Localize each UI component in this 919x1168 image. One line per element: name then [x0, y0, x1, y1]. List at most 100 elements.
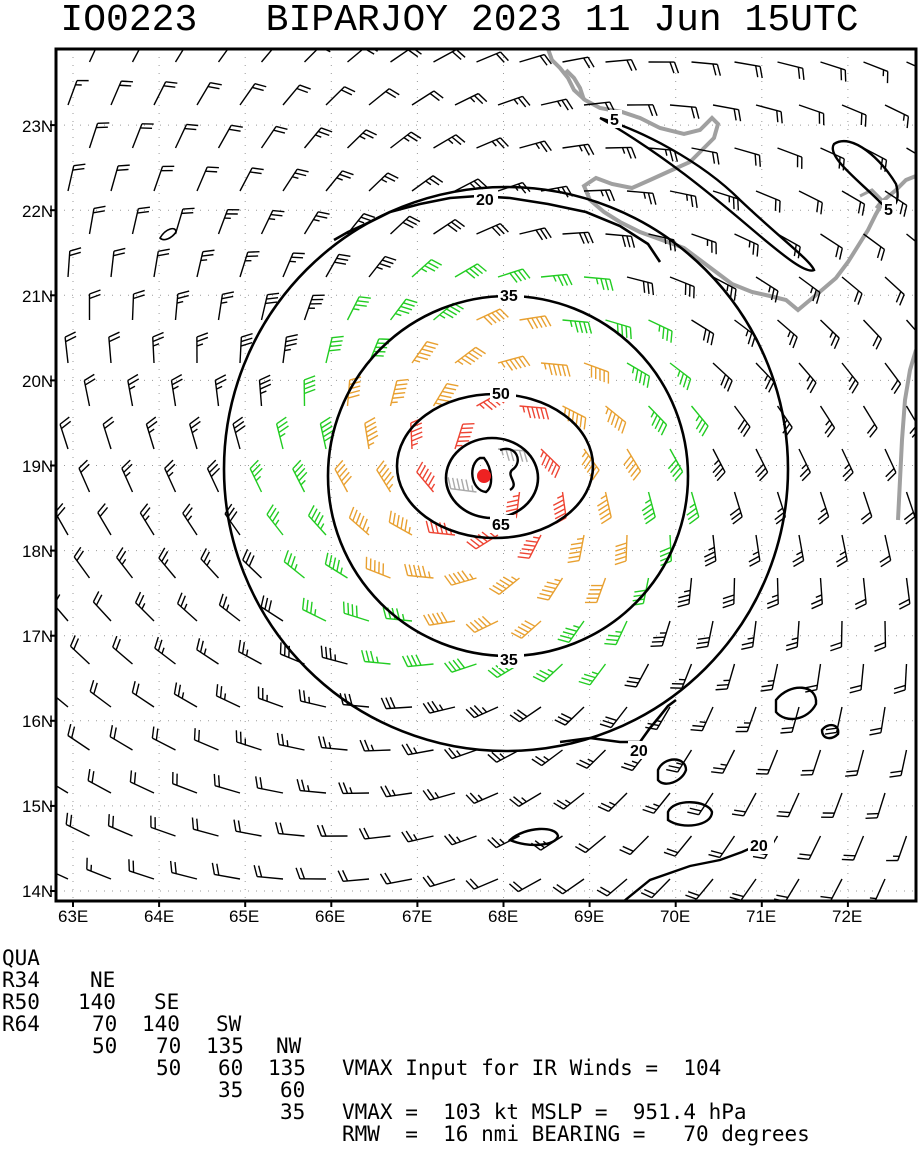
- lon-label-65e: 65E: [229, 907, 259, 925]
- barb-half-feather: [48, 864, 49, 870]
- r50-se: 70: [156, 1035, 181, 1057]
- barb-feather: [118, 165, 130, 166]
- r50-sw: 60: [218, 1057, 243, 1079]
- barb-feather: [755, 154, 756, 166]
- barb-feather: [461, 428, 473, 429]
- storm-center: [477, 469, 491, 483]
- barb-half-feather: [201, 260, 207, 261]
- lon-label-66e: 66E: [315, 907, 345, 925]
- barb-feather: [778, 812, 790, 813]
- barb-feather: [463, 424, 475, 425]
- barb-feather: [145, 39, 157, 41]
- contour-label-35-south: 35: [500, 652, 518, 669]
- barb-half-feather: [269, 219, 275, 220]
- r64-row: R64 50 50 35 35 RMW = 16 nmi BEARING = 7…: [2, 991, 53, 1167]
- barb-feather: [352, 604, 353, 616]
- lat-label-14n: 14N: [22, 882, 53, 901]
- barb-feather: [219, 775, 220, 787]
- barb-half-feather: [99, 42, 105, 43]
- barb-feather: [187, 44, 198, 46]
- lon-label-71e: 71E: [746, 907, 776, 925]
- barb-half-feather: [700, 722, 706, 723]
- barb-half-feather: [353, 309, 359, 310]
- wind-analysis-map: 14N 15N 16N 17N 18N 19N 20N 21N 22N 23N …: [0, 0, 919, 925]
- r64-label: R64: [2, 1013, 40, 1035]
- barb-feather: [205, 171, 217, 172]
- barb-feather: [651, 646, 663, 647]
- barb-feather: [692, 726, 704, 727]
- contour-label-35-north: 35: [500, 288, 518, 305]
- barb-feather: [344, 602, 345, 614]
- barb-feather: [117, 169, 129, 170]
- r64-sw: 35: [218, 1079, 243, 1101]
- barb-half-feather: [533, 537, 539, 538]
- barb-half-feather: [287, 740, 288, 746]
- barb-feather: [717, 685, 729, 686]
- barb-feather: [842, 859, 854, 860]
- barb-feather: [734, 197, 735, 209]
- lat-label-20n: 20N: [22, 372, 53, 391]
- barb-feather: [293, 253, 305, 254]
- barb-half-feather: [749, 241, 750, 247]
- r34-ne: 140: [78, 991, 116, 1013]
- lat-label-19n: 19N: [22, 457, 53, 476]
- barb-feather: [777, 816, 789, 817]
- barb-feather: [113, 816, 114, 828]
- barb-feather: [630, 327, 631, 339]
- barb-feather: [457, 441, 469, 442]
- barb-feather: [291, 257, 303, 258]
- sw-header: SW: [216, 1013, 241, 1035]
- r34-sw: 135: [206, 1035, 244, 1057]
- lon-label-70e: 70E: [660, 907, 690, 925]
- barb-feather: [861, 113, 862, 125]
- barb-feather: [653, 637, 665, 638]
- r50-nw: 60: [280, 1079, 305, 1101]
- barb-feather: [844, 855, 856, 856]
- lon-label-64e: 64E: [144, 907, 174, 925]
- barb-half-feather: [225, 693, 226, 699]
- barb-feather: [195, 728, 196, 740]
- lat-label-16n: 16N: [22, 712, 53, 731]
- lat-label-22n: 22N: [22, 202, 53, 221]
- lon-label-69e: 69E: [574, 907, 604, 925]
- r34-nw: 135: [268, 1057, 306, 1079]
- barb-feather: [189, 40, 200, 42]
- r64-se: 50: [156, 1057, 181, 1079]
- lon-label-67e: 67E: [402, 907, 432, 925]
- barb-feather: [459, 437, 471, 438]
- barb-feather: [100, 38, 112, 39]
- barb-feather: [278, 42, 289, 46]
- barb-feather: [192, 818, 193, 830]
- barb-feather: [248, 252, 260, 253]
- barb-feather: [199, 730, 200, 742]
- r34-se: 140: [142, 1013, 180, 1035]
- barb-half-feather: [615, 632, 621, 633]
- contour-label-65: 65: [492, 517, 510, 534]
- contour-label-20-north: 20: [476, 192, 494, 209]
- barb-half-feather: [904, 114, 905, 120]
- barb-feather: [197, 819, 198, 831]
- barb-half-feather: [309, 697, 310, 703]
- barb-half-feather: [870, 898, 876, 899]
- barb-half-feather: [315, 609, 316, 615]
- lat-label-21n: 21N: [22, 287, 53, 306]
- contour-label-5-east: 5: [884, 202, 893, 219]
- barb-feather: [866, 818, 878, 819]
- barb-feather: [757, 245, 758, 257]
- barb-feather: [48, 679, 52, 690]
- contour-label-5-north: 5: [610, 112, 619, 129]
- barb-feather: [691, 730, 703, 731]
- barb-feather: [182, 213, 194, 214]
- barb-feather: [44, 856, 45, 868]
- barb-feather: [782, 728, 794, 729]
- se-header: SE: [154, 991, 179, 1013]
- barb-feather: [119, 85, 131, 86]
- barb-feather: [753, 243, 754, 255]
- barb-half-feather: [665, 238, 666, 244]
- barb-feather: [652, 642, 664, 643]
- barb-feather: [738, 199, 739, 211]
- barb-feather: [867, 814, 879, 815]
- barb-feather: [46, 768, 48, 779]
- barb-half-feather: [721, 764, 727, 765]
- barb-feather: [357, 606, 358, 618]
